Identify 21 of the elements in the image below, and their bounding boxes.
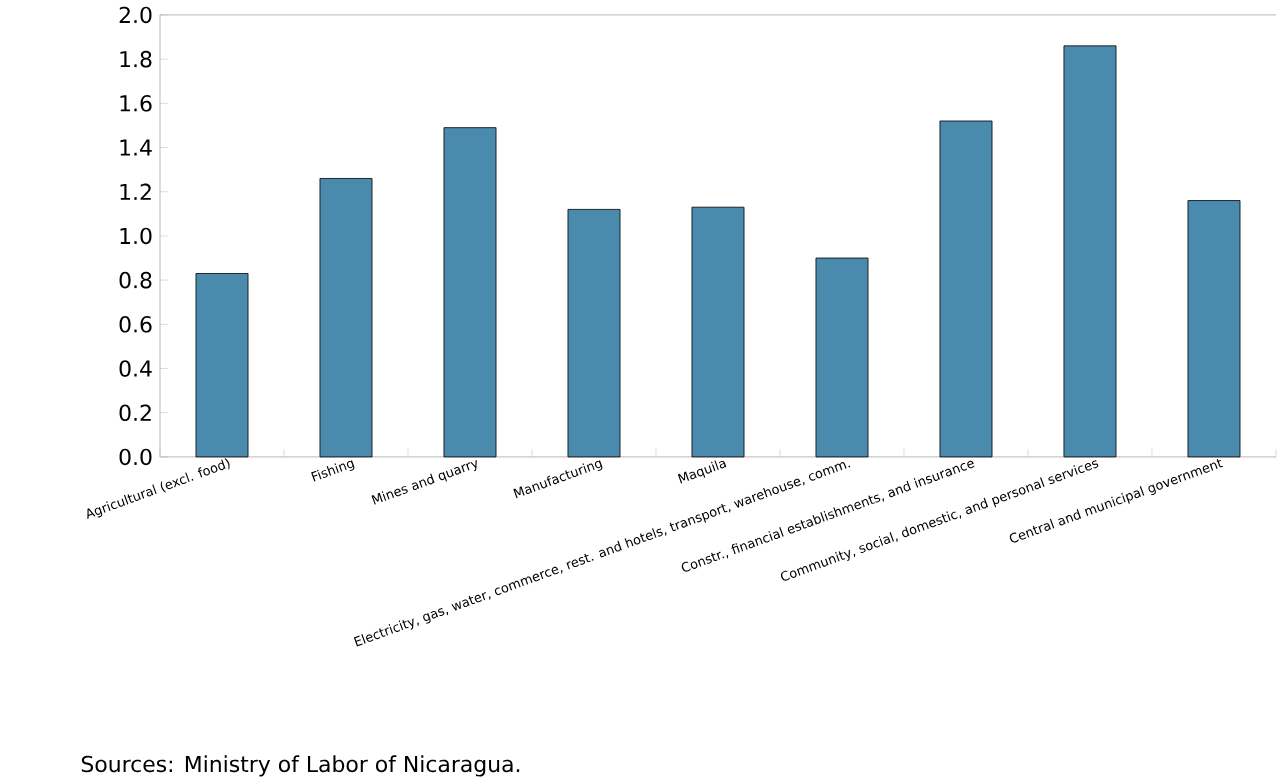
y-tick-label: 1.4	[120, 139, 152, 156]
bar	[691, 206, 745, 457]
y-tick-label: 0.6	[119, 315, 152, 333]
bar	[1063, 45, 1117, 457]
bar	[1187, 199, 1241, 457]
y-tick-label: 1.6	[120, 94, 152, 112]
y-tick-label: 2.0	[119, 6, 152, 23]
source-note: Sources: Ministry of Labor of Nicaragua.	[81, 754, 520, 777]
bar	[815, 257, 869, 457]
bar	[195, 272, 249, 457]
bar	[939, 120, 993, 457]
y-tick-label: 1.0	[120, 227, 152, 244]
y-tick-label: 0.0	[119, 448, 152, 465]
bar	[319, 177, 373, 457]
y-tick-label: 1.8	[120, 50, 152, 67]
y-tick-label: 0.4	[119, 359, 152, 377]
y-tick-label: 0.2	[119, 404, 151, 421]
bar	[443, 126, 497, 457]
y-tick-label: 0.8	[119, 271, 152, 288]
bar	[567, 208, 621, 457]
y-tick-label: 1.2	[120, 183, 151, 200]
